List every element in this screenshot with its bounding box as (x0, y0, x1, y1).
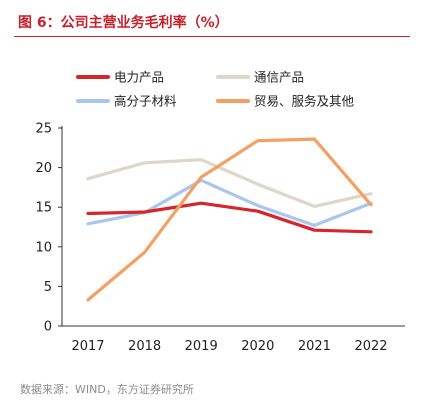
y-tick-label: 20 (35, 161, 52, 176)
x-tick-label: 2018 (128, 339, 161, 354)
series-line-4 (86, 137, 373, 302)
y-tick-label: 5 (44, 280, 52, 295)
legend-label: 电力产品 (114, 70, 164, 85)
series-lines (86, 137, 373, 302)
x-tick-label: 2020 (241, 339, 274, 354)
y-tick-label: 0 (44, 320, 52, 335)
chart-title: 图 6：公司主营业务毛利率（%） (18, 15, 229, 31)
y-tick-label: 25 (35, 122, 52, 137)
series-line-1 (86, 201, 373, 234)
series-line-2 (86, 158, 373, 208)
x-tick-label: 2021 (298, 339, 331, 354)
y-tick-label: 15 (35, 201, 52, 216)
x-axis: 2017 2018 2019 2020 2021 2022 (62, 325, 405, 354)
y-axis: 0 5 10 15 20 25 (35, 122, 63, 335)
y-tick-label: 10 (35, 240, 52, 255)
legend-label: 高分子材料 (114, 94, 177, 109)
legend-label: 通信产品 (254, 70, 304, 85)
x-tick-label: 2019 (185, 339, 218, 354)
x-tick-label: 2022 (354, 339, 387, 354)
legend-label: 贸易、服务及其他 (254, 94, 355, 109)
data-source-note: 数据来源：WIND，东方证券研究所 (20, 383, 194, 396)
series-line-3 (86, 178, 373, 227)
x-tick-label: 2017 (71, 339, 104, 354)
title-underline (14, 36, 410, 37)
